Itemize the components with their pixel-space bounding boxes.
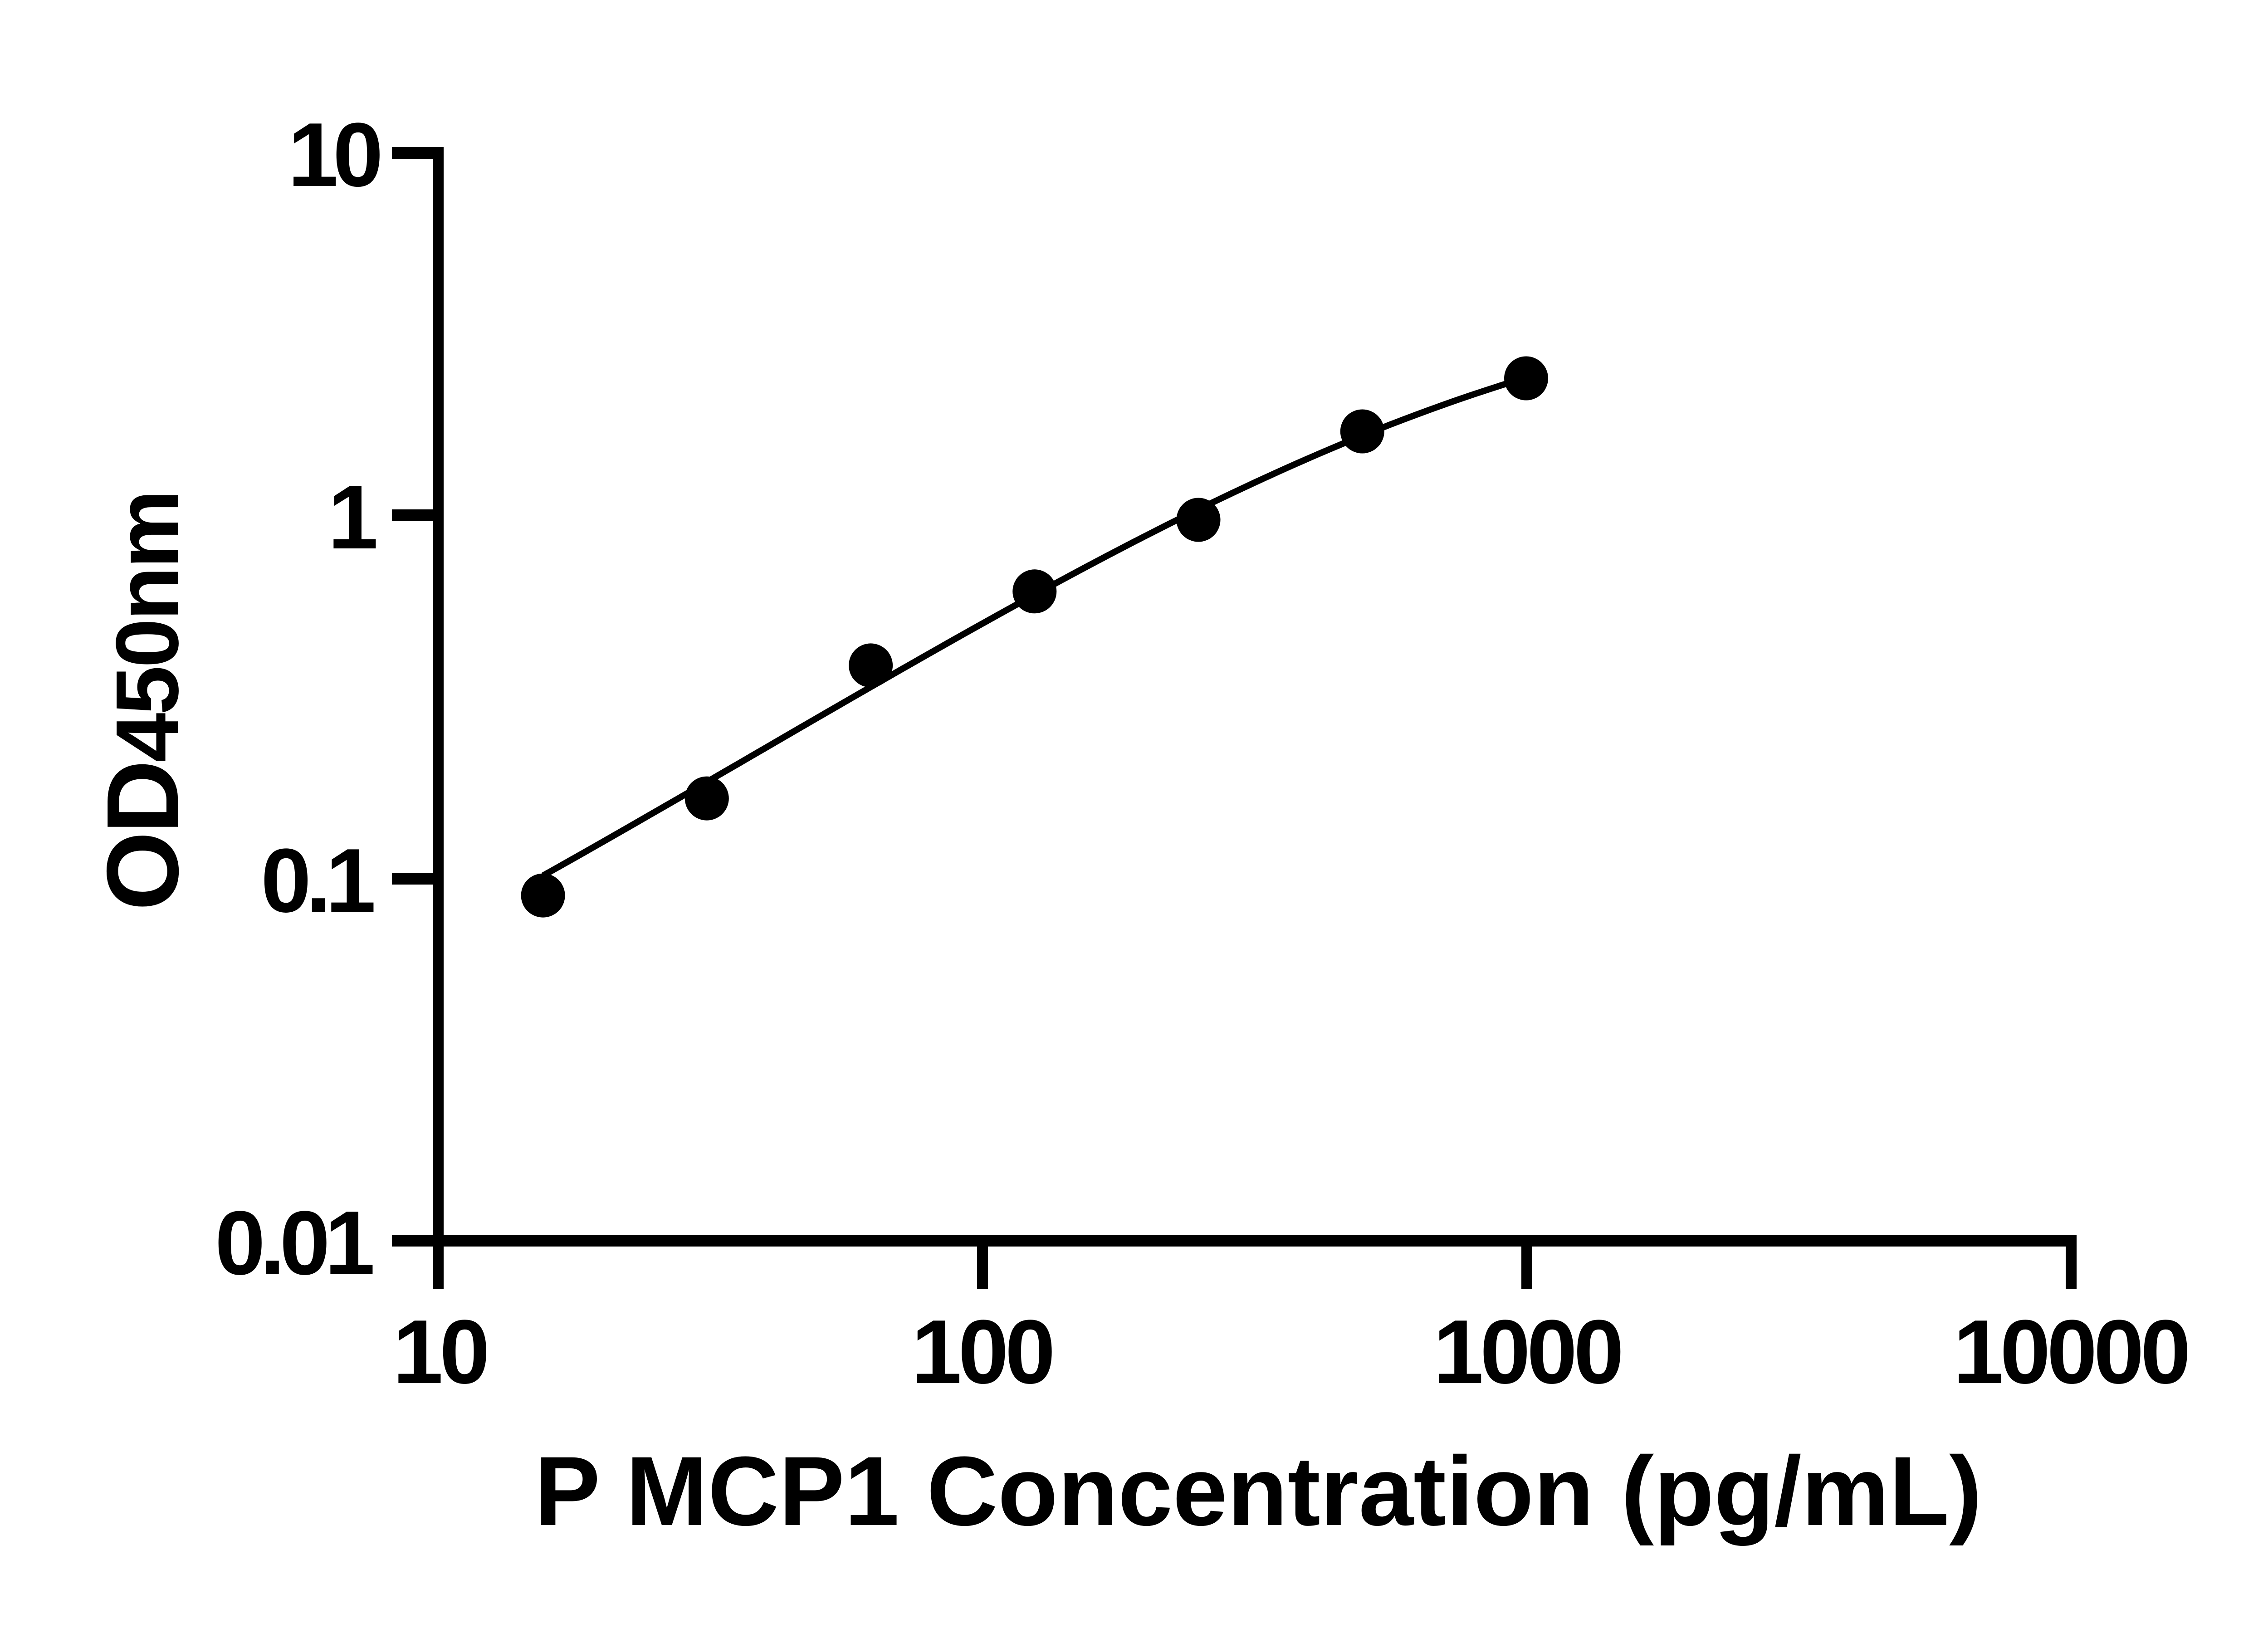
svg-text:0.1: 0.1 [261, 830, 374, 931]
svg-text:100: 100 [911, 1301, 1052, 1403]
svg-text:10: 10 [393, 1301, 487, 1403]
svg-text:10000: 10000 [1953, 1301, 2188, 1403]
svg-text:0.01: 0.01 [215, 1193, 373, 1294]
svg-text:1000: 1000 [1433, 1301, 1621, 1403]
svg-text:OD450nm: OD450nm [85, 492, 200, 911]
svg-text:1: 1 [328, 467, 376, 568]
svg-text:10: 10 [288, 104, 380, 205]
svg-text:P MCP1 Concentration (pg/mL): P MCP1 Concentration (pg/mL) [535, 1436, 1982, 1546]
